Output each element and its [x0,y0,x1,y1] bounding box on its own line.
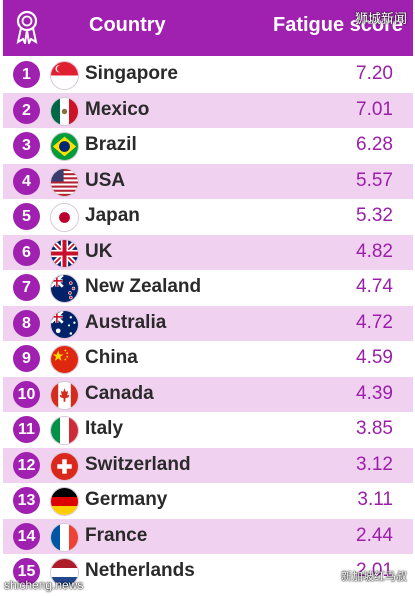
japan-flag-icon [50,203,79,232]
rank-badge: 3 [13,132,40,159]
country-name: Singapore [85,63,178,84]
watermark-bottom-right: 新加坡红马叔 [341,571,407,583]
fatigue-score-value: 4.39 [356,382,393,404]
rank-badge: 9 [13,345,40,372]
fatigue-score-value: 3.85 [356,418,393,439]
uk-flag-icon [50,238,79,268]
country-name: France [85,524,148,546]
country-name: Australia [85,311,167,333]
usa-flag-icon [50,167,79,197]
australia-flag-icon [50,309,79,339]
table-row: 13 Germany 3.11 [3,483,413,519]
table-header: Country Fatigue score [3,0,413,56]
country-name: USA [85,169,126,191]
country-name: Canada [85,382,154,404]
france-flag-icon [50,522,79,552]
country-name: Netherlands [85,560,195,581]
table-row: 7 New Zealand 4.74 [3,270,413,306]
fatigue-score-value: 2.01 [356,560,393,581]
medal-icon [16,10,38,44]
netherlands-flag-icon [50,558,79,587]
table-row: 15 Netherlands 2.01 [3,554,413,590]
rank-badge: 5 [13,203,40,230]
rank-badge: 2 [13,96,40,124]
watermark-top-right: 狮城新闻 [354,11,407,26]
italy-flag-icon [50,416,79,445]
rank-badge: 12 [13,451,40,479]
switzerland-flag-icon [50,451,79,481]
fatigue-score-value: 6.28 [356,134,393,155]
fatigue-score-value: 2.44 [356,524,393,546]
table-row: 6 UK 4.82 [3,234,413,270]
table-row: 11 Italy 3.85 [3,412,413,448]
brazil-flag-icon [50,132,79,161]
rank-badge: 15 [13,558,40,585]
fatigue-score-value: 4.59 [356,347,393,368]
table-row: 8 Australia 4.72 [3,305,413,341]
country-name: Brazil [85,134,137,155]
new-zealand-flag-icon [50,274,79,303]
rank-badge: 1 [13,61,40,88]
germany-flag-icon [50,487,79,516]
canada-flag-icon [50,380,79,410]
fatigue-score-value: 4.74 [356,276,393,297]
fatigue-score-value: 4.82 [356,240,393,262]
rank-badge: 4 [13,167,40,195]
table-row: 14 France 2.44 [3,518,413,554]
fatigue-score-value: 7.01 [356,98,393,120]
country-name: Japan [85,205,140,226]
rank-badge: 7 [13,274,40,301]
singapore-flag-icon [50,61,79,90]
table-row: 5 Japan 5.32 [3,199,413,235]
rank-badge: 11 [13,416,40,443]
watermark-bottom-left: shicheng.news [4,578,84,592]
fatigue-score-value: 5.57 [356,169,393,191]
rank-badge: 8 [13,309,40,337]
table-row: 12 Switzerland 3.12 [3,447,413,483]
table-row: 3 Brazil 6.28 [3,128,413,164]
rank-badge: 14 [13,522,40,550]
table-row: 2 Mexico 7.01 [3,92,413,128]
table-row: 9 China 4.59 [3,341,413,377]
fatigue-score-value: 7.20 [356,63,393,84]
table-row: 10 Canada 4.39 [3,376,413,412]
country-name: Switzerland [85,453,191,475]
fatigue-score-value: 3.11 [357,489,393,510]
rank-badge: 6 [13,238,40,266]
country-name: Mexico [85,98,150,120]
country-name: UK [85,240,113,262]
fatigue-score-value: 5.32 [356,205,393,226]
china-flag-icon [50,345,79,374]
country-name: New Zealand [85,276,202,297]
column-header-country: Country [89,14,166,36]
table-row: 4 USA 5.57 [3,163,413,199]
country-name: Italy [85,418,124,439]
fatigue-score-value: 4.72 [356,311,393,333]
rank-badge: 13 [13,487,40,514]
country-name: China [85,347,138,368]
rank-badge: 10 [13,380,40,408]
table-row: 1 Singapore 7.20 [3,57,413,93]
fatigue-score-value: 3.12 [356,453,393,475]
ranking-table: 1 Singapore 7.20 2 Mexico 7.01 3 Brazil 6.28 4 USA… [3,57,413,590]
column-header-fatigue-score: Fatigue score [273,14,404,36]
country-name: Germany [85,489,168,510]
mexico-flag-icon [50,96,79,126]
